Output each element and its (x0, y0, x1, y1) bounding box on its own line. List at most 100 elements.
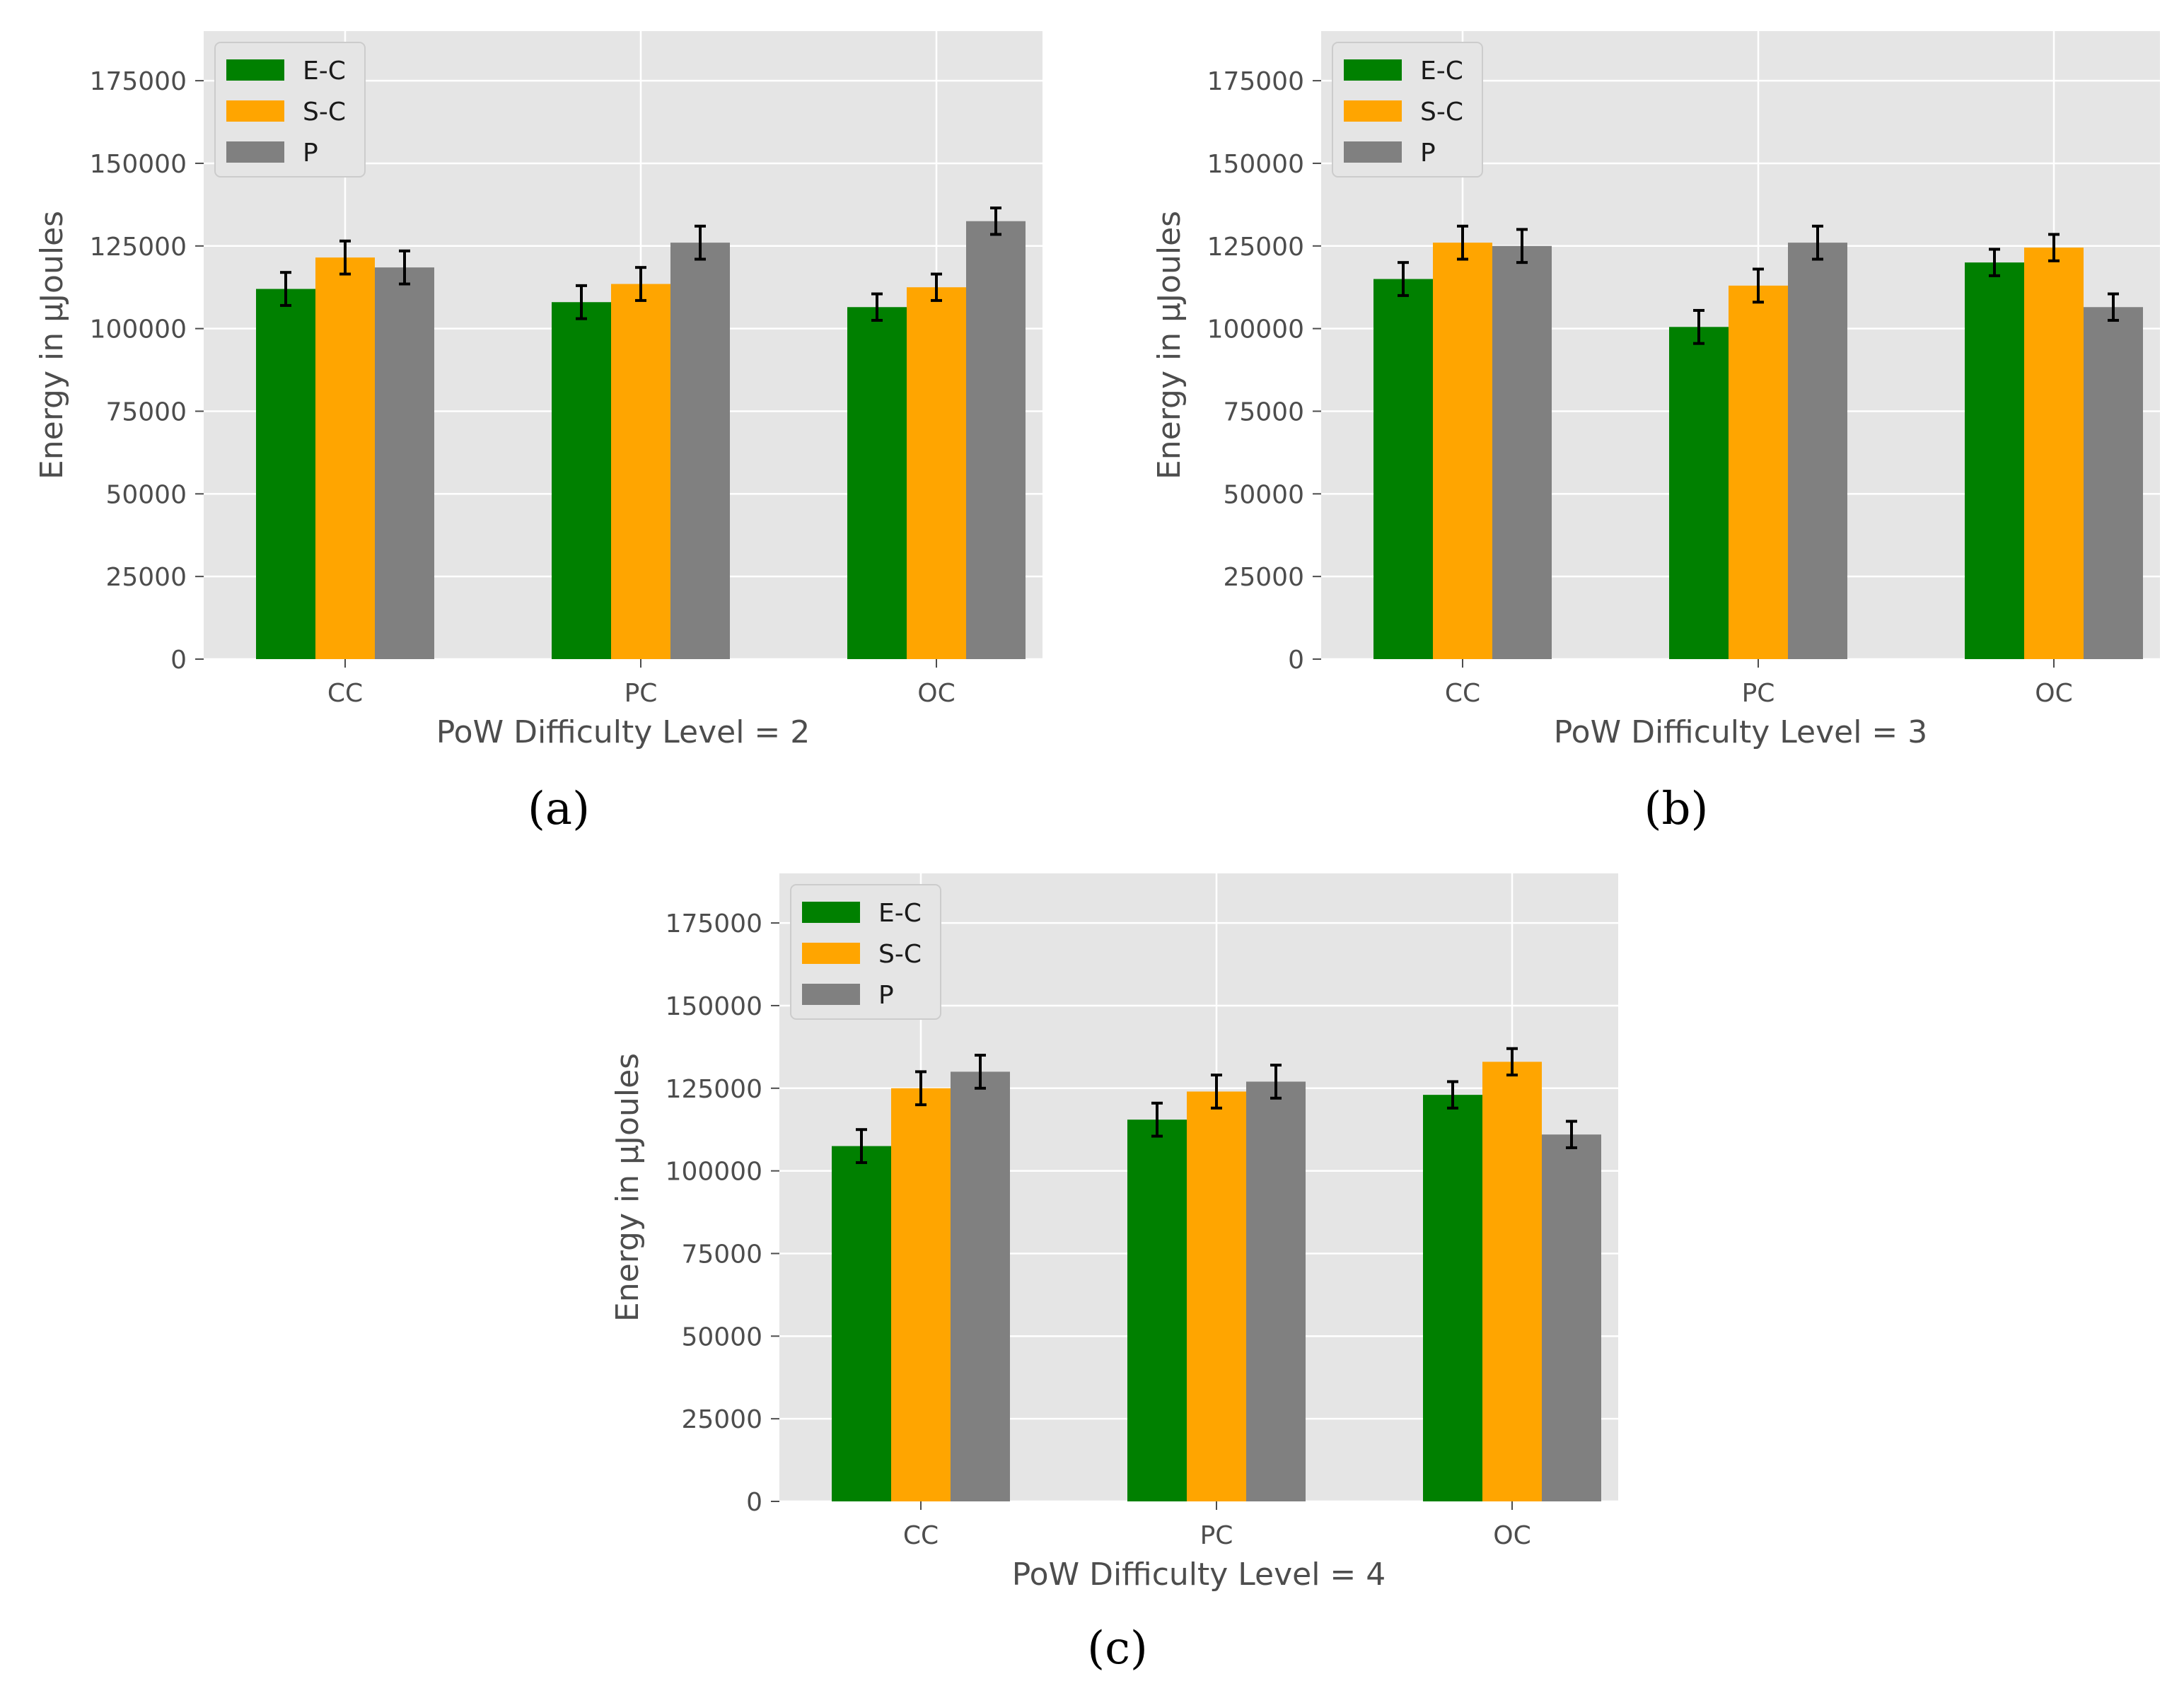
errorbar-p-oc (990, 207, 1001, 236)
errorbar-e-c-cc (280, 271, 291, 307)
legend-label-e-c: E-C (303, 57, 346, 86)
errorbar-e-c-oc (1447, 1080, 1458, 1110)
legend: E-C S-C P (790, 884, 941, 1020)
bar-s-c-cc (315, 257, 375, 660)
panel-label-a: (a) (528, 783, 590, 835)
legend-label-p: P (1420, 139, 1436, 168)
y-tick-label: 100000 (90, 315, 187, 344)
errorbar-s-c-pc (1211, 1074, 1222, 1110)
legend-label-s-c: S-C (303, 98, 346, 127)
bar-p-oc (2084, 307, 2143, 659)
bar-e-c-cc (832, 1146, 891, 1501)
legend-swatch-s-c (1344, 100, 1402, 122)
x-tick-label-pc: PC (625, 679, 658, 708)
errorbar-e-c-oc (871, 292, 883, 322)
errorbar-e-c-pc (1151, 1101, 1163, 1138)
x-tick-label-oc: OC (2035, 679, 2072, 708)
y-tick-label: 150000 (666, 992, 762, 1021)
y-tick-label: 175000 (90, 67, 187, 96)
errorbar-p-oc (2108, 292, 2119, 322)
errorbar-e-c-cc (856, 1128, 867, 1164)
y-tick-label: 0 (746, 1488, 762, 1517)
errorbar-s-c-oc (1506, 1047, 1518, 1077)
y-tick-label: 125000 (90, 233, 187, 262)
bar-e-c-oc (847, 307, 907, 659)
legend-swatch-e-c (1344, 59, 1402, 81)
errorbar-s-c-cc (339, 239, 351, 276)
y-tick-label: 150000 (90, 150, 187, 179)
errorbar-e-c-cc (1398, 261, 1409, 297)
errorbar-s-c-oc (2048, 233, 2060, 262)
y-axis-label: Energy in μJoules (1151, 211, 1187, 479)
legend-swatch-p (226, 141, 284, 163)
bar-p-cc (951, 1071, 1010, 1501)
errorbar-s-c-oc (931, 272, 942, 302)
y-tick-label: 125000 (1207, 233, 1304, 262)
bar-p-pc (670, 243, 730, 659)
bar-s-c-oc (907, 287, 966, 659)
y-tick-label: 100000 (666, 1158, 762, 1187)
bar-s-c-cc (1433, 243, 1492, 659)
y-axis-label: Energy in μJoules (34, 211, 70, 479)
errorbar-s-c-cc (915, 1070, 927, 1107)
errorbar-p-cc (1516, 228, 1528, 264)
legend: E-C S-C P (214, 42, 366, 178)
errorbar-p-cc (975, 1054, 986, 1090)
y-tick-label: 125000 (666, 1075, 762, 1104)
x-axis-label: PoW Difficulty Level = 4 (1012, 1557, 1386, 1593)
legend-swatch-e-c (802, 902, 860, 923)
legend-swatch-s-c (226, 100, 284, 122)
bar-s-c-pc (1729, 285, 1788, 660)
errorbar-e-c-pc (1693, 308, 1704, 345)
x-tick-label-oc: OC (917, 679, 955, 708)
y-tick-label: 25000 (681, 1405, 762, 1434)
bar-e-c-cc (256, 289, 315, 659)
errorbar-e-c-pc (576, 284, 587, 320)
bar-p-pc (1246, 1081, 1306, 1501)
legend-label-e-c: E-C (1420, 57, 1463, 86)
panel-label-c: (c) (1087, 1622, 1148, 1675)
y-tick-label: 25000 (105, 563, 187, 592)
y-tick-label: 0 (1288, 646, 1304, 675)
bar-p-cc (375, 267, 434, 659)
y-tick-label: 75000 (681, 1240, 762, 1269)
x-axis-label: PoW Difficulty Level = 2 (436, 714, 811, 750)
legend-swatch-e-c (226, 59, 284, 81)
y-tick-label: 50000 (1223, 480, 1304, 509)
bar-s-c-pc (1187, 1091, 1246, 1501)
x-axis-label: PoW Difficulty Level = 3 (1554, 714, 1928, 750)
bar-e-c-oc (1965, 262, 2024, 659)
errorbar-s-c-pc (635, 266, 646, 302)
legend-label-s-c: S-C (878, 940, 922, 969)
errorbar-p-pc (1812, 224, 1823, 261)
y-axis-label: Energy in μJoules (610, 1053, 646, 1322)
bar-p-pc (1788, 243, 1847, 659)
bar-e-c-pc (552, 302, 611, 659)
bar-e-c-pc (1669, 327, 1729, 659)
errorbar-p-pc (1270, 1064, 1282, 1100)
legend-label-s-c: S-C (1420, 98, 1463, 127)
x-tick-label-cc: CC (903, 1521, 939, 1550)
y-tick-label: 0 (170, 646, 187, 675)
bar-s-c-pc (611, 284, 670, 659)
bar-p-cc (1492, 245, 1552, 660)
errorbar-p-cc (399, 249, 410, 286)
y-tick-label: 150000 (1207, 150, 1304, 179)
y-tick-label: 175000 (666, 909, 762, 938)
bar-p-oc (966, 221, 1026, 660)
bar-e-c-cc (1373, 279, 1433, 659)
legend-swatch-p (1344, 141, 1402, 163)
y-tick-label: 175000 (1207, 67, 1304, 96)
errorbar-s-c-pc (1753, 267, 1764, 304)
chart-panel-c: 0 25000 50000 75000 100000 125000 150000 175000… (610, 873, 1618, 1593)
chart-panel-b: 0 25000 50000 75000 100000 125000 150000 175000… (1151, 31, 2160, 750)
errorbar-s-c-cc (1457, 224, 1468, 261)
x-tick-label-cc: CC (327, 679, 363, 708)
y-tick-label: 75000 (1223, 397, 1304, 426)
bar-s-c-oc (2024, 248, 2084, 659)
bar-e-c-oc (1423, 1095, 1482, 1501)
y-tick-label: 100000 (1207, 315, 1304, 344)
bar-s-c-cc (891, 1088, 951, 1501)
legend-label-p: P (878, 981, 894, 1010)
